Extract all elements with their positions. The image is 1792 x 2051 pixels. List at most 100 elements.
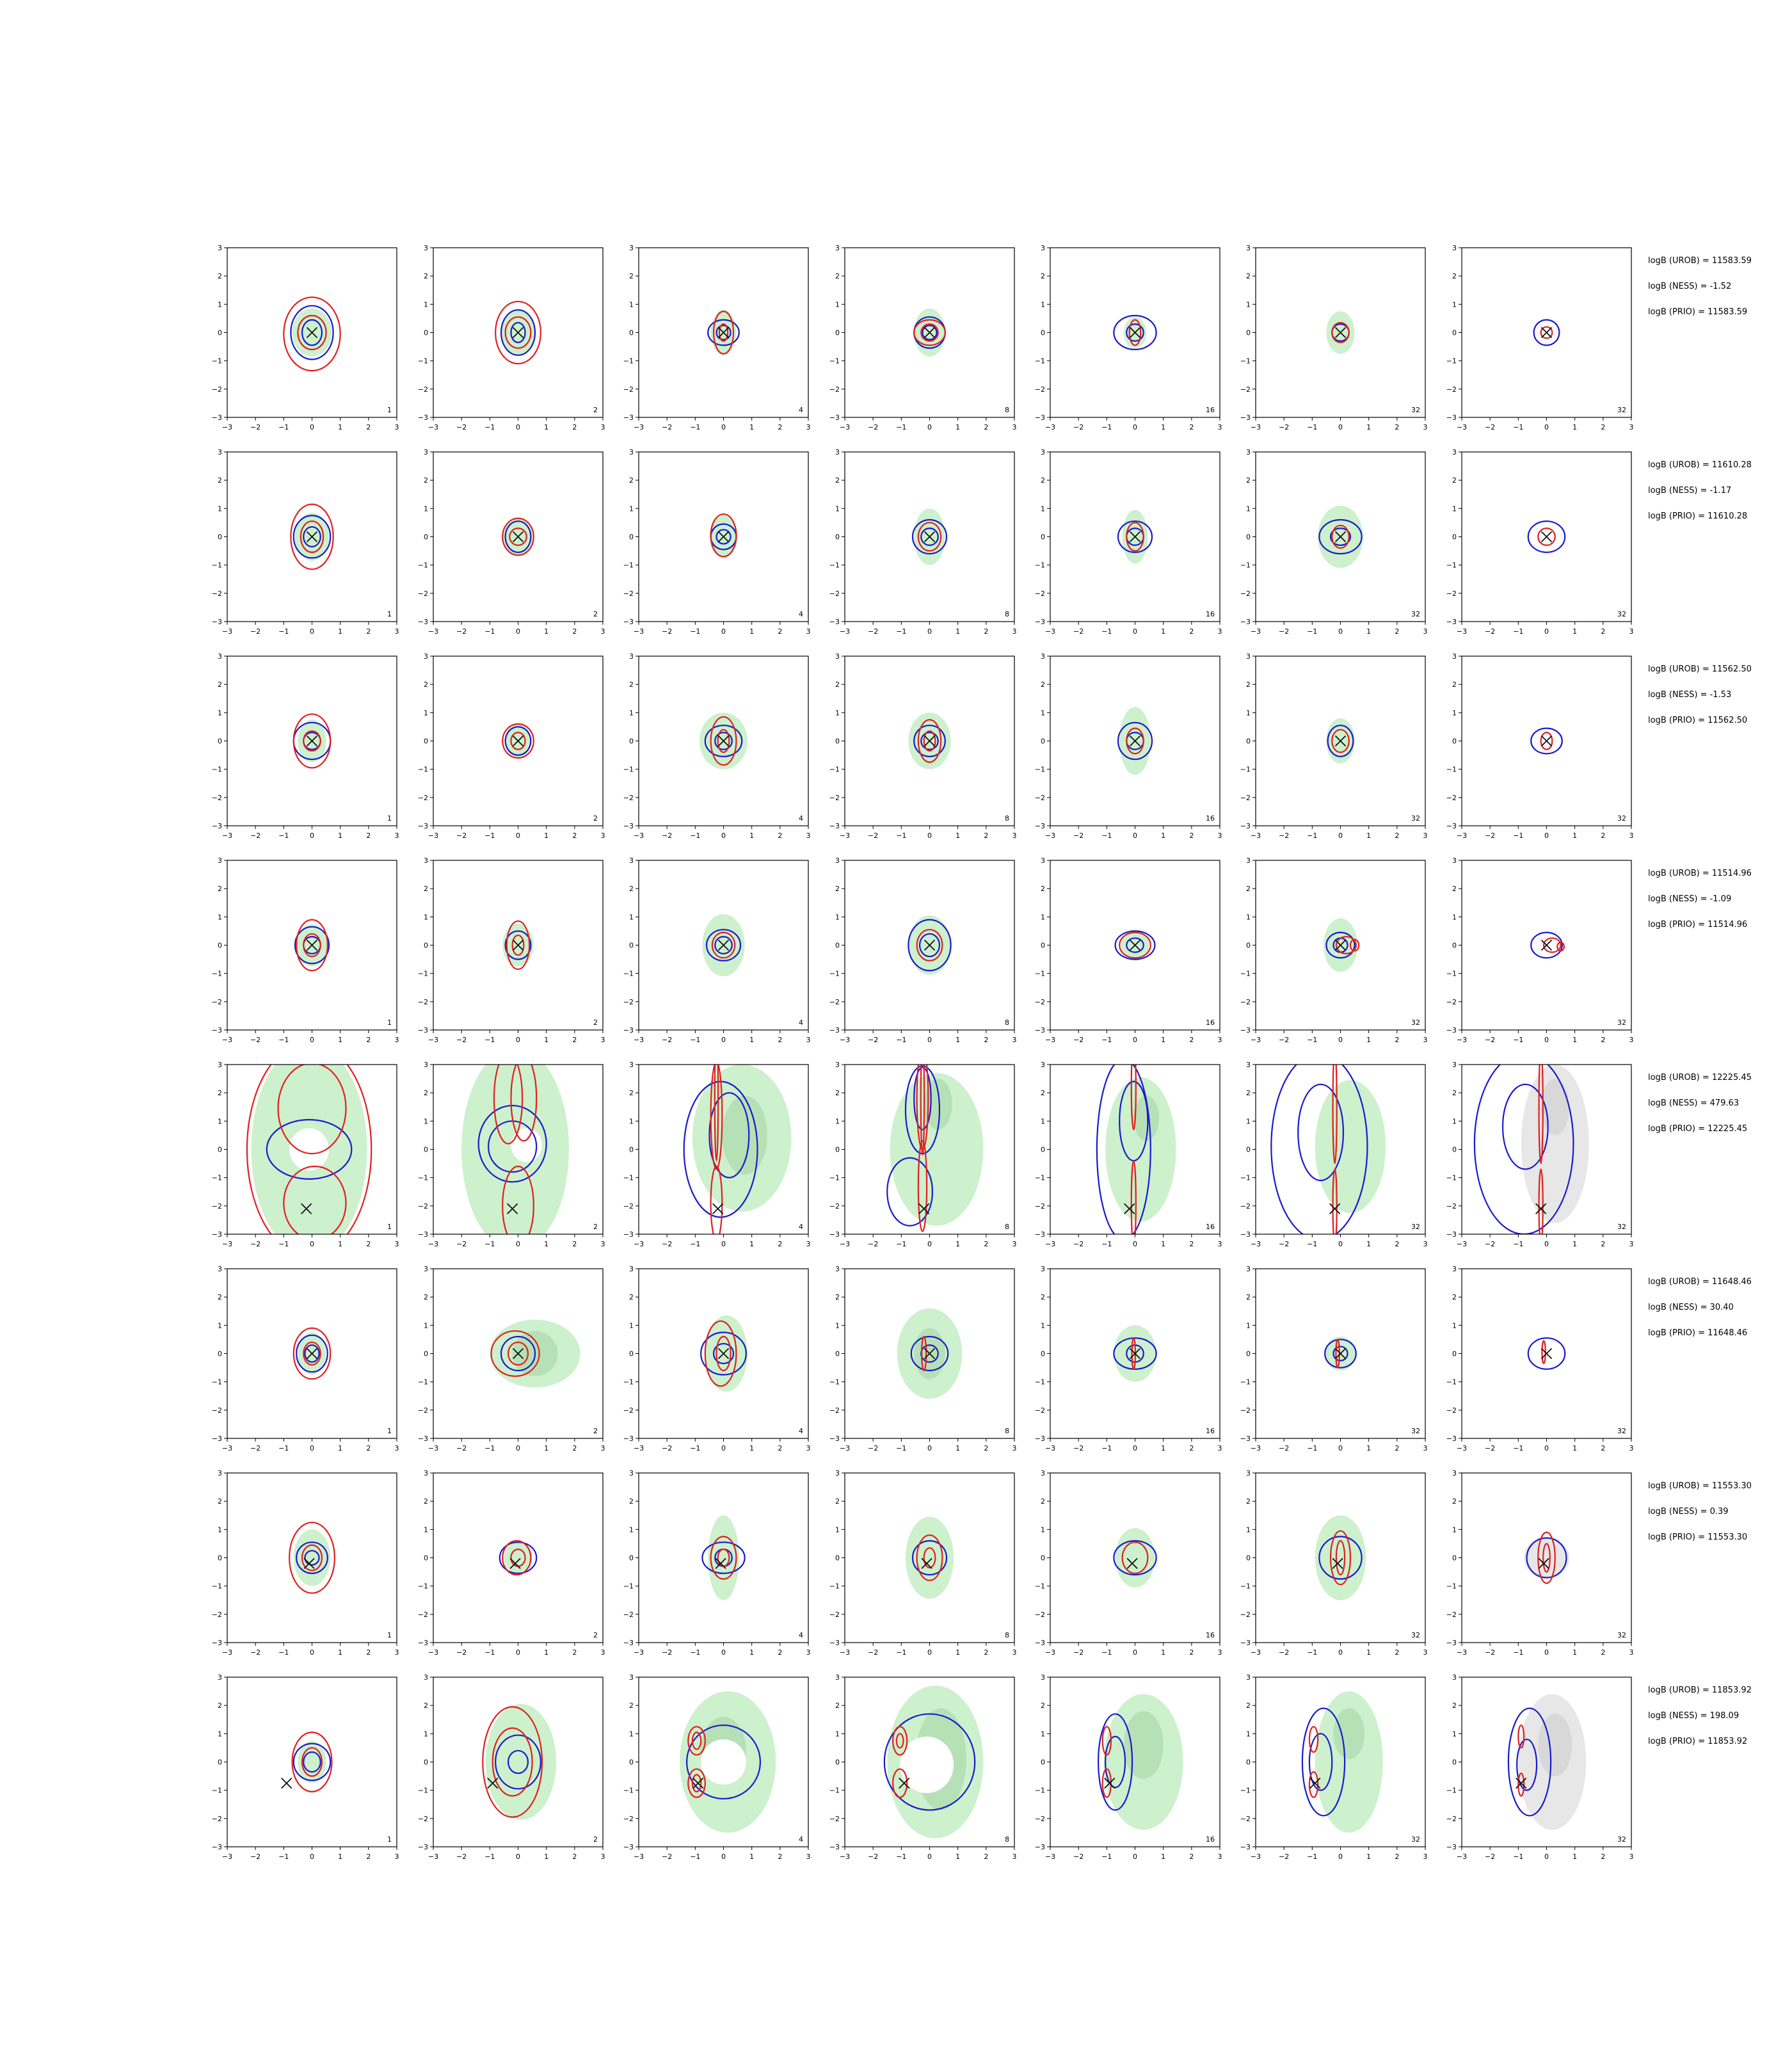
y-tick-label: 3 — [1246, 1061, 1251, 1069]
y-tick-label: −2 — [1446, 1202, 1457, 1210]
x-tick-label: 1 — [1572, 1036, 1577, 1044]
panel-plot-area — [1117, 510, 1153, 564]
blue-contour — [1530, 931, 1563, 959]
panel-label: 32 — [1411, 610, 1420, 618]
logb-urob-text: logB (UROB) = 12225.45 — [1648, 1073, 1752, 1082]
x-tick-label: 2 — [1395, 1648, 1399, 1657]
y-tick-label: 3 — [1246, 652, 1251, 661]
y-tick-label: 0 — [424, 329, 428, 337]
y-tick-label: 2 — [218, 1497, 222, 1506]
y-tick-label: 2 — [1452, 1497, 1457, 1506]
red-contour — [482, 1706, 543, 1818]
y-tick-label: 0 — [1452, 329, 1457, 337]
x-tick-label: −3 — [428, 423, 438, 431]
panel-plot-area — [1315, 1515, 1366, 1600]
y-tick-label: 3 — [218, 1061, 222, 1069]
red-contour — [246, 1065, 372, 1234]
y-tick-label: −1 — [623, 1378, 634, 1387]
panel-plot-area — [1114, 929, 1156, 961]
y-tick-label: 1 — [218, 504, 222, 513]
true-point-marker — [487, 1777, 499, 1789]
y-tick-label: 3 — [424, 1673, 428, 1682]
y-tick-label: −3 — [418, 1843, 428, 1851]
y-tick-label: 2 — [835, 1497, 840, 1506]
y-tick-label: 1 — [1246, 1525, 1251, 1534]
y-tick-label: −3 — [212, 1230, 222, 1239]
x-tick-label: 2 — [1395, 627, 1399, 636]
y-tick-label: −1 — [418, 1378, 428, 1387]
red-contour — [917, 522, 942, 552]
y-tick-label: 0 — [835, 329, 840, 337]
y-tick-label: −3 — [1240, 414, 1251, 422]
panel-plot-area — [1533, 319, 1560, 346]
y-tick-label: 1 — [218, 1321, 222, 1330]
true-point-marker — [712, 1203, 724, 1214]
y-tick-label: 1 — [835, 1525, 840, 1534]
y-tick-label: 3 — [1452, 1265, 1457, 1273]
logb-ness-text: logB (NESS) = 479.63 — [1648, 1098, 1740, 1108]
y-tick-label: 3 — [424, 1061, 428, 1069]
red-contour — [1121, 1541, 1149, 1574]
true-point-marker — [1334, 939, 1347, 951]
blue-contour — [910, 1335, 949, 1372]
y-tick-label: −3 — [1240, 1435, 1251, 1443]
y-tick-label: −3 — [1240, 1843, 1251, 1851]
panel: −3 −2 −1 0 1 2 3 −3 −2 −1 0 1 2 3 1 — [212, 1469, 399, 1657]
y-tick-label: −2 — [418, 1202, 428, 1210]
blue-contour — [1318, 519, 1363, 555]
y-tick-label: 3 — [629, 244, 634, 252]
y-tick-label: −1 — [418, 766, 428, 774]
x-tick-label: −2 — [868, 832, 878, 840]
blue-contour — [913, 725, 946, 757]
y-tick-label: −2 — [829, 1815, 840, 1823]
y-tick-label: 1 — [629, 1730, 634, 1738]
y-tick-label: −3 — [1446, 822, 1457, 830]
y-tick-label: −2 — [1240, 385, 1251, 394]
x-tick-label: −1 — [1307, 1444, 1317, 1452]
x-tick-label: −1 — [1513, 1036, 1523, 1044]
panel: −3 −2 −1 0 1 2 3 −3 −2 −1 0 1 2 3 1 — [212, 857, 399, 1044]
x-tick-label: −1 — [1101, 1648, 1112, 1657]
x-tick-label: 2 — [1601, 423, 1605, 431]
y-tick-label: 3 — [218, 652, 222, 661]
x-tick-label: −3 — [1457, 1853, 1467, 1861]
panel-plot-area — [1527, 1337, 1566, 1370]
x-tick-label: −2 — [868, 1648, 878, 1657]
y-tick-label: 3 — [1041, 1265, 1045, 1273]
y-tick-label: −3 — [418, 618, 428, 626]
x-tick-label: −3 — [428, 1444, 438, 1452]
x-tick-label: −2 — [662, 1240, 672, 1248]
x-tick-label: 3 — [1629, 1036, 1634, 1044]
panel-plot-area — [1324, 918, 1360, 972]
y-tick-label: 0 — [835, 1146, 840, 1154]
x-tick-label: −1 — [278, 1036, 289, 1044]
x-tick-label: −3 — [1457, 423, 1467, 431]
true-point-marker — [512, 939, 524, 951]
x-tick-label: 0 — [927, 1444, 932, 1452]
panel-plot-area — [1473, 1065, 1589, 1234]
red-contour — [712, 310, 735, 355]
x-tick-label: 1 — [1366, 627, 1371, 636]
y-tick-label: −3 — [623, 1435, 634, 1443]
x-tick-label: 3 — [1218, 423, 1222, 431]
true-point-marker — [918, 1203, 930, 1214]
true-point-marker — [921, 1557, 932, 1569]
blue-contour — [1324, 1339, 1357, 1369]
x-tick-label: −2 — [662, 423, 672, 431]
y-tick-label: −1 — [829, 561, 840, 570]
y-tick-label: 1 — [1452, 300, 1457, 309]
blue-contour — [704, 725, 743, 757]
x-tick-label: −2 — [1073, 1240, 1084, 1248]
red-contour — [1540, 326, 1553, 339]
y-tick-label: 0 — [835, 1758, 840, 1767]
panel-label: 32 — [1411, 1631, 1420, 1639]
panel-label: 8 — [1005, 814, 1009, 823]
y-tick-label: 2 — [629, 680, 634, 689]
x-tick-label: 2 — [1601, 1648, 1605, 1657]
blue-contour — [1297, 1083, 1345, 1182]
density-fill-gray — [1524, 1536, 1569, 1579]
x-tick-label: −3 — [840, 423, 850, 431]
blue-contour — [303, 1751, 321, 1773]
true-point-marker — [306, 531, 318, 543]
